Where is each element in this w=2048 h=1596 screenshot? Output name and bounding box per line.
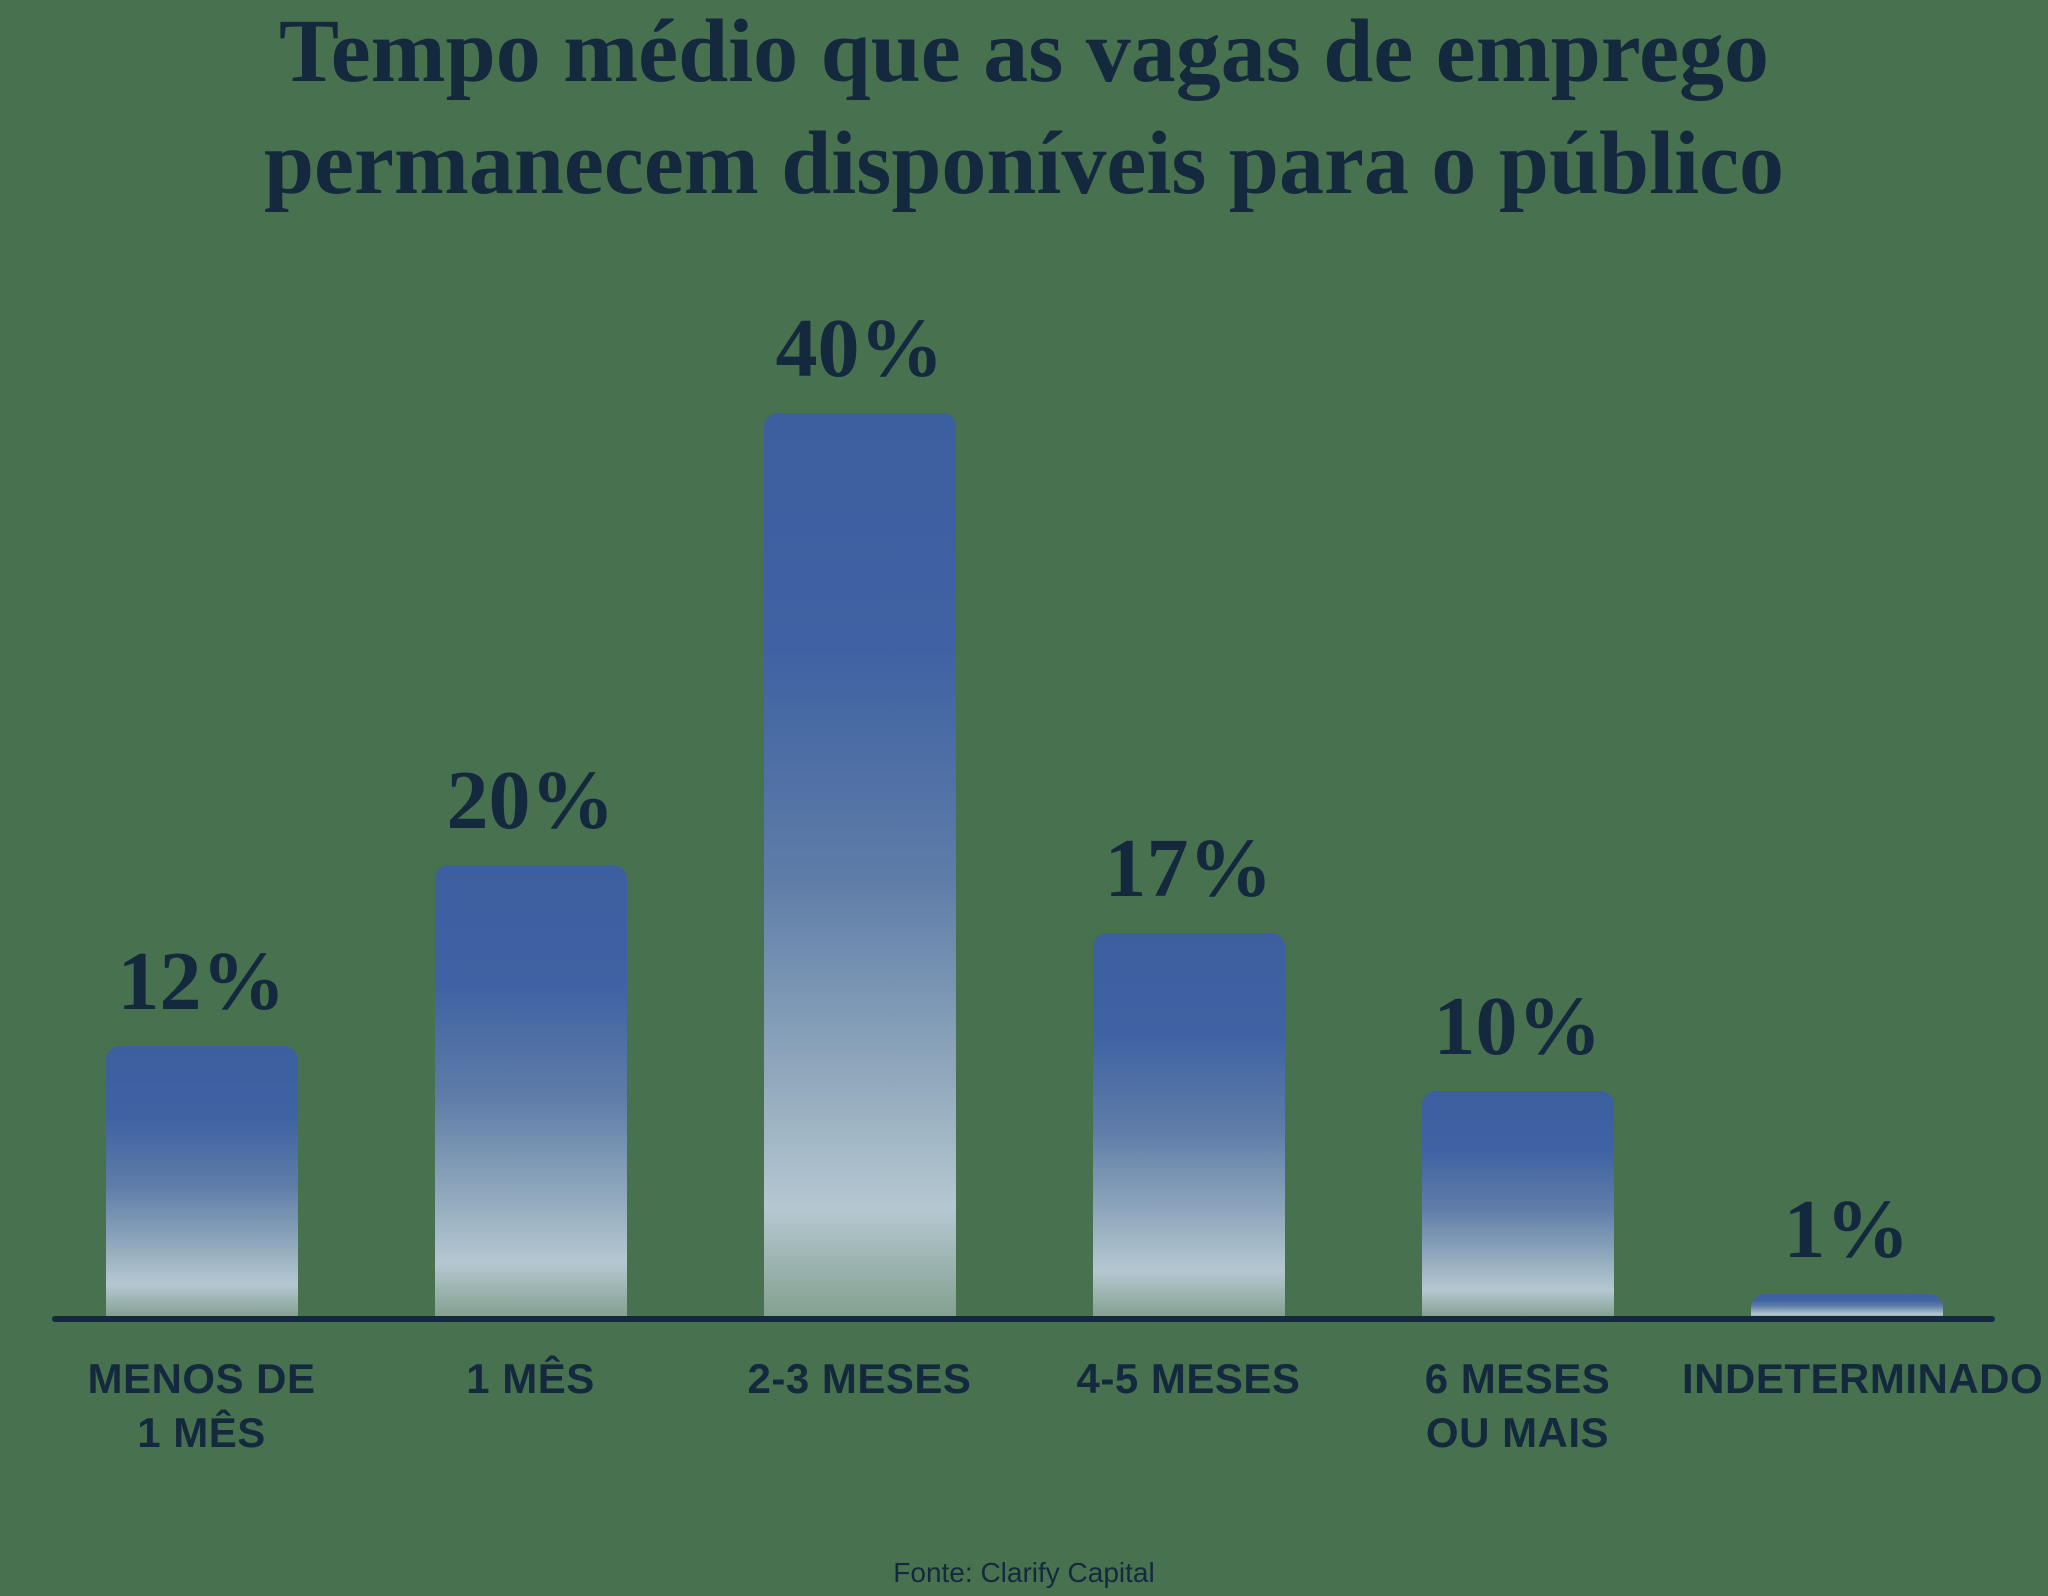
bar-column-menos-de-1-mes: 12% [37, 0, 366, 1317]
bar-indeterminado [1750, 1294, 1943, 1317]
bar-6-meses-ou-mais [1421, 1091, 1614, 1317]
bar-column-6-meses-ou-mais: 10% [1353, 0, 1682, 1317]
category-label-indeterminado: INDETERMINADO [1682, 1352, 2044, 1460]
bar-value-label: 20% [446, 754, 615, 847]
bar-column-4-5-meses: 17% [1024, 0, 1353, 1317]
category-label-line: 1 MÊS [466, 1355, 595, 1402]
category-label-line: INDETERMINADO [1682, 1355, 2044, 1402]
category-label-4-5-meses: 4-5 MESES [1024, 1352, 1353, 1460]
bar-column-2-3-meses: 40% [695, 0, 1024, 1317]
category-label-2-3-meses: 2-3 MESES [695, 1352, 1024, 1460]
category-label-line: 6 MESES [1424, 1355, 1611, 1402]
bar-chart-plot-area: 12% 20% 40% 17% 10% 1% [37, 0, 2011, 1317]
category-label-1-mes: 1 MÊS [366, 1352, 695, 1460]
bar-value-label: 40% [775, 302, 944, 395]
category-label-line: OU MAIS [1425, 1409, 1610, 1456]
chart-title-line-1: Tempo médio que as vagas de emprego [278, 2, 1770, 101]
category-label-6-meses-ou-mais: 6 MESES OU MAIS [1353, 1352, 1682, 1460]
category-label-menos-de-1-mes: MENOS DE 1 MÊS [37, 1352, 366, 1460]
x-axis-line [52, 1316, 1995, 1322]
category-label-line: 1 MÊS [137, 1409, 266, 1456]
bar-menos-de-1-mes [105, 1046, 298, 1317]
bar-value-label: 12% [117, 935, 286, 1028]
bar-value-label: 17% [1104, 822, 1273, 915]
bar-2-3-meses [763, 413, 956, 1317]
category-label-line: MENOS DE [87, 1355, 316, 1402]
bar-4-5-meses [1092, 933, 1285, 1317]
category-label-line: 2-3 MESES [747, 1355, 972, 1402]
bar-value-label: 1% [1783, 1183, 1910, 1276]
chart-title: Tempo médio que as vagas de emprego perm… [0, 0, 2048, 220]
bar-column-1-mes: 20% [366, 0, 695, 1317]
chart-title-line-2: permanecem disponíveis para o público [263, 114, 1785, 213]
bar-1-mes [434, 865, 627, 1317]
category-labels-row: MENOS DE 1 MÊS 1 MÊS 2-3 MESES 4-5 MESES… [0, 1352, 2048, 1460]
category-label-line: 4-5 MESES [1076, 1355, 1301, 1402]
source-attribution: Fonte: Clarify Capital [893, 1557, 1155, 1588]
bar-value-label: 10% [1433, 980, 1602, 1073]
bar-column-indeterminado: 1% [1682, 0, 2011, 1317]
